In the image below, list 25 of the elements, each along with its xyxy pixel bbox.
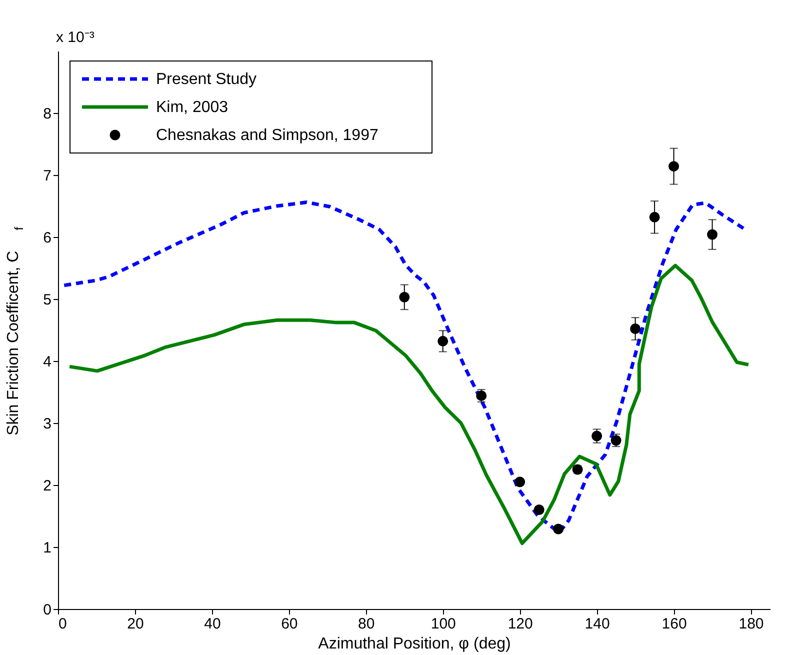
legend-label: Chesnakas and Simpson, 1997 xyxy=(156,127,378,144)
x-tick-label: 40 xyxy=(204,616,221,632)
x-tick-label: 120 xyxy=(508,616,533,632)
y-tick-label: 4 xyxy=(43,354,52,370)
text: x 10⁻³ xyxy=(56,29,94,46)
y-tick-label: 8 xyxy=(43,106,52,122)
x-tick-label: 0 xyxy=(58,616,67,632)
y-tick-label: 3 xyxy=(43,416,52,432)
x-tick-label: 140 xyxy=(584,616,610,632)
y-tick-label: 1 xyxy=(43,540,52,556)
x-tick-label: 180 xyxy=(738,616,764,632)
text: Skin Friction Coefficent, Cf xyxy=(5,226,26,436)
x-tick-label: 60 xyxy=(281,616,298,632)
x-tick-label: 100 xyxy=(430,616,456,632)
y-tick-label: 5 xyxy=(43,292,52,308)
y-tick-label: 6 xyxy=(43,230,52,246)
x-axis-title: Azimuthal Position, φ (deg) xyxy=(318,636,511,652)
x-tick-label: 80 xyxy=(358,616,375,632)
y-tick-label: 7 xyxy=(43,168,52,184)
legend-label: Kim, 2003 xyxy=(156,99,228,116)
legend-label: Present Study xyxy=(156,71,256,88)
y-tick-label: 0 xyxy=(43,602,52,618)
x-tick-label: 160 xyxy=(662,616,687,632)
x-tick-label: 20 xyxy=(127,616,144,632)
y-tick-label: 2 xyxy=(43,478,52,494)
